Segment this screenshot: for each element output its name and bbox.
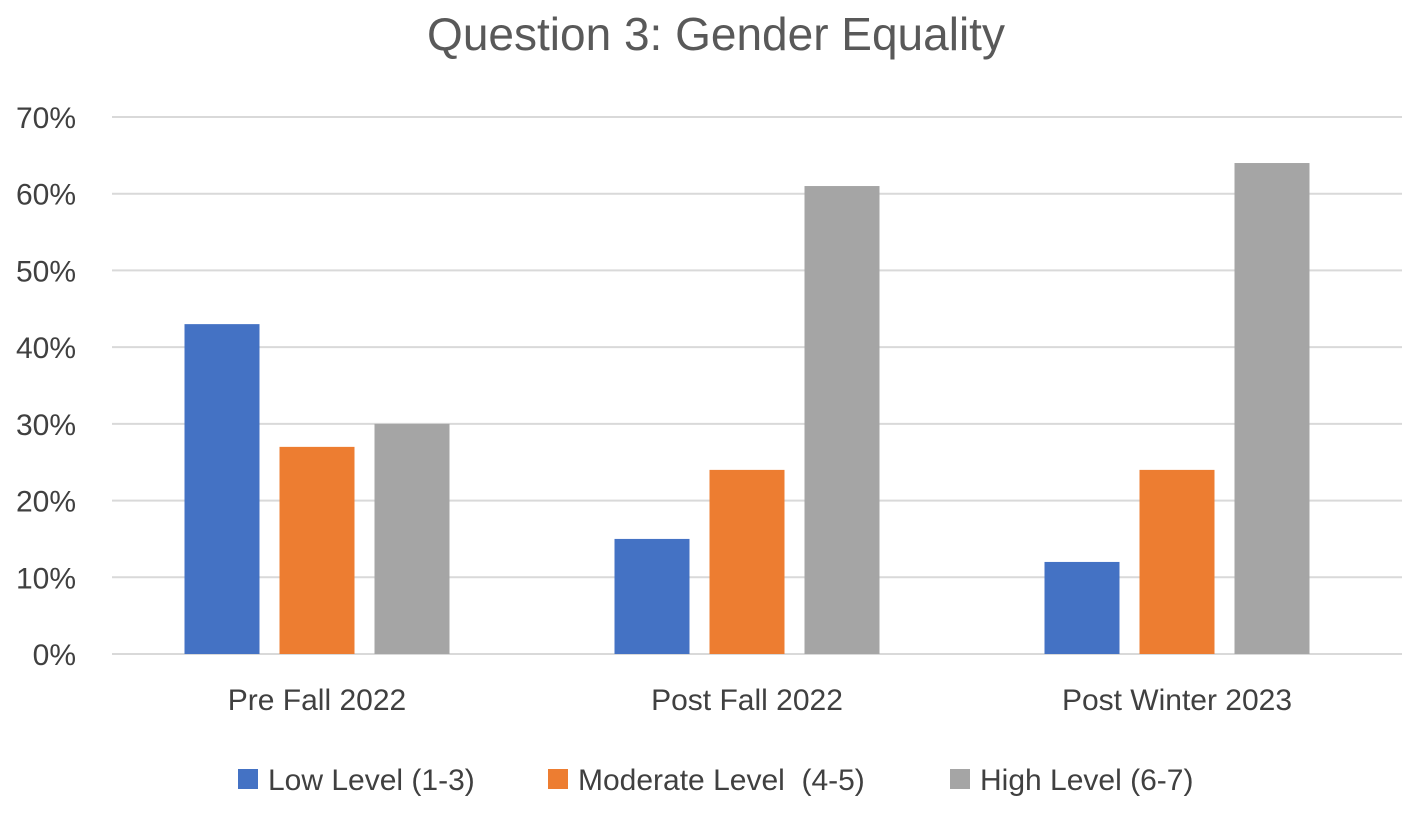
- legend-swatch: [548, 769, 568, 789]
- legend-item[interactable]: High Level (6-7): [950, 764, 1193, 797]
- bar-low-level-1-3-0: [184, 324, 260, 654]
- y-tick-label: 60%: [16, 179, 76, 212]
- legend-label: Moderate Level (4-5): [578, 764, 865, 797]
- legend[interactable]: Low Level (1-3) Moderate Level (4-5) High …: [238, 764, 1193, 797]
- y-tick-label: 50%: [16, 255, 76, 288]
- y-tick-label: 70%: [16, 102, 76, 135]
- bar-high-level-6-7-1: [804, 186, 880, 655]
- legend-label: Low Level (1-3): [268, 764, 475, 797]
- bar-high-level-6-7-0: [374, 423, 450, 654]
- y-tick-label: 40%: [16, 332, 76, 365]
- y-tick-label: 20%: [16, 486, 76, 519]
- x-axis-tick-labels: Pre Fall 2022 Post Fall 2022 Post Winter 2…: [228, 684, 1292, 717]
- bar-moderate-level-4-5-1: [709, 469, 785, 654]
- bar-low-level-1-3-1: [614, 538, 690, 654]
- bar-low-level-1-3-2: [1044, 561, 1120, 654]
- bar-moderate-level-4-5-0: [279, 446, 355, 654]
- y-tick-label: 0%: [33, 639, 76, 672]
- legend-item[interactable]: Moderate Level (4-5): [548, 764, 865, 797]
- x-tick-label: Post Winter 2023: [1062, 684, 1292, 717]
- legend-swatch: [238, 769, 258, 789]
- chart-title: Question 3: Gender Equality: [427, 8, 1005, 60]
- x-tick-label: Post Fall 2022: [651, 684, 843, 717]
- legend-item[interactable]: Low Level (1-3): [238, 764, 475, 797]
- bars: [184, 163, 1310, 655]
- legend-label: High Level (6-7): [980, 764, 1193, 797]
- y-tick-label: 30%: [16, 409, 76, 442]
- legend-swatch: [950, 769, 970, 789]
- y-axis-tick-labels: 0% 10% 20% 30% 40% 50% 60% 70%: [16, 102, 76, 672]
- x-tick-label: Pre Fall 2022: [228, 684, 406, 717]
- bar-moderate-level-4-5-2: [1139, 469, 1215, 654]
- y-tick-label: 10%: [16, 562, 76, 595]
- bar-high-level-6-7-2: [1234, 163, 1310, 654]
